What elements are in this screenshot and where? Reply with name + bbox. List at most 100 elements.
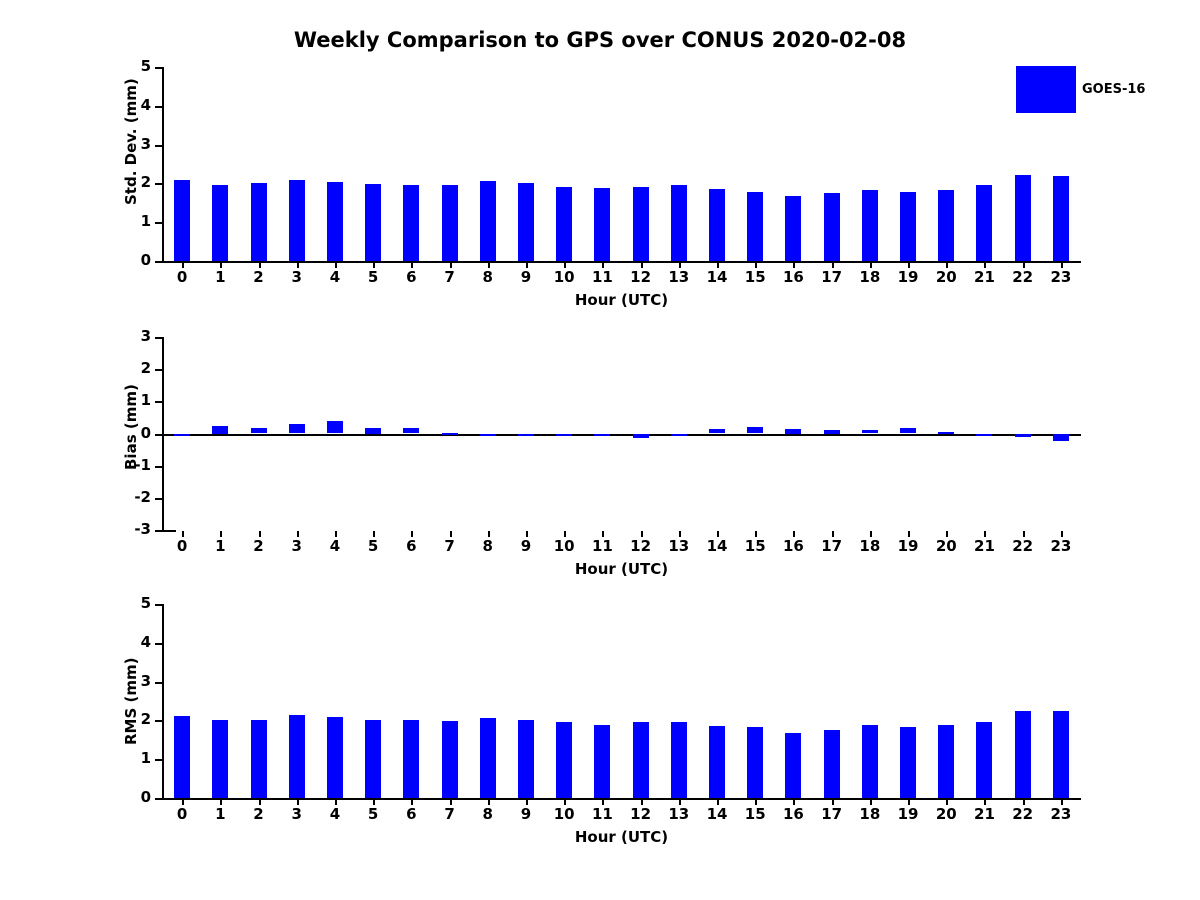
bar <box>709 726 725 798</box>
y-axis-label: Bias (mm) <box>122 384 140 470</box>
x-axis-tick <box>297 799 299 805</box>
x-axis-tick-label: 13 <box>668 268 690 286</box>
bar <box>365 720 381 798</box>
x-axis-tick <box>450 262 452 268</box>
x-axis-tick-label: 0 <box>176 268 188 286</box>
bar <box>709 429 725 433</box>
x-axis-tick <box>488 531 490 537</box>
bar <box>900 192 916 261</box>
y-axis-tick-label: 4 <box>140 632 151 651</box>
x-axis-tick-label: 17 <box>821 537 843 555</box>
x-axis-tick-label: 8 <box>482 537 493 555</box>
bar <box>785 196 801 261</box>
y-axis-label: RMS (mm) <box>122 657 140 745</box>
y-axis-tick <box>155 498 163 500</box>
y-axis-tick <box>155 401 163 403</box>
x-axis-line <box>162 261 1081 263</box>
bar <box>824 430 840 434</box>
x-axis-tick <box>679 262 681 268</box>
x-axis-tick-label: 21 <box>974 805 995 823</box>
y-axis-line <box>162 67 164 262</box>
y-axis-tick-label: 3 <box>140 671 151 690</box>
bar <box>174 716 190 798</box>
x-axis-tick <box>182 799 184 805</box>
y-axis-tick <box>155 434 163 436</box>
bar <box>1015 175 1031 261</box>
y-axis-tick <box>155 222 163 224</box>
x-axis-line <box>162 434 1081 436</box>
y-axis-tick <box>155 643 163 645</box>
bar <box>518 720 534 798</box>
x-axis-tick-label: 12 <box>630 805 652 823</box>
x-axis-tick <box>297 262 299 268</box>
x-axis-tick <box>259 262 261 268</box>
x-axis-tick <box>220 262 222 268</box>
bar <box>1053 176 1069 261</box>
x-axis-tick <box>679 799 681 805</box>
bar <box>212 185 228 261</box>
bar <box>365 428 381 434</box>
bar <box>938 190 954 261</box>
x-axis-tick <box>832 262 834 268</box>
bar <box>174 434 190 436</box>
x-axis-tick <box>946 262 948 268</box>
x-axis-tick <box>564 262 566 268</box>
x-axis-bottom-stub <box>162 530 176 532</box>
x-axis-tick <box>450 799 452 805</box>
x-axis-tick <box>526 799 528 805</box>
x-axis-tick <box>908 531 910 537</box>
x-axis-tick-label: 14 <box>706 268 728 286</box>
x-axis-tick-label: 2 <box>253 805 264 823</box>
y-axis-tick <box>155 720 163 722</box>
x-axis-tick <box>564 799 566 805</box>
bar <box>403 720 419 798</box>
bar <box>403 185 419 261</box>
bar <box>480 181 496 261</box>
x-axis-tick-label: 20 <box>935 805 957 823</box>
x-axis-tick <box>1061 799 1063 805</box>
x-axis-tick-label: 1 <box>215 268 226 286</box>
x-axis-tick-label: 7 <box>444 537 455 555</box>
x-axis-tick-label: 23 <box>1050 537 1072 555</box>
x-axis-tick <box>411 262 413 268</box>
x-axis-tick <box>411 531 413 537</box>
y-axis-tick-label: 2 <box>140 359 151 378</box>
y-axis-tick <box>155 759 163 761</box>
bar <box>327 717 343 798</box>
x-axis-label: Hour (UTC) <box>574 291 669 309</box>
x-axis-tick-label: 20 <box>935 268 957 286</box>
x-axis-tick-label: 14 <box>706 537 728 555</box>
x-axis-tick-label: 2 <box>253 268 264 286</box>
y-axis-tick-label: 3 <box>140 327 151 345</box>
x-axis-tick-label: 0 <box>176 805 188 823</box>
bar <box>747 192 763 261</box>
bar <box>785 429 801 434</box>
x-axis-tick <box>373 262 375 268</box>
bar <box>289 424 305 433</box>
x-axis-tick <box>946 531 948 537</box>
x-axis-tick <box>335 531 337 537</box>
x-axis-tick <box>220 799 222 805</box>
y-axis-label: Std. Dev. (mm) <box>122 78 140 205</box>
y-axis-tick <box>155 106 163 108</box>
y-axis-tick <box>155 798 163 800</box>
x-axis-tick <box>984 262 986 268</box>
bar <box>403 428 419 433</box>
x-axis-tick-label: 15 <box>744 537 766 555</box>
x-axis-tick-label: 9 <box>520 537 532 555</box>
x-axis-tick-label: 22 <box>1012 268 1034 286</box>
x-axis-tick-label: 4 <box>329 268 341 286</box>
bar <box>1053 711 1069 798</box>
x-axis-tick-label: 16 <box>783 537 804 555</box>
x-axis-tick <box>335 799 337 805</box>
bar <box>747 427 763 433</box>
x-axis-tick <box>1061 531 1063 537</box>
x-axis-tick <box>602 799 604 805</box>
x-axis-tick <box>984 531 986 537</box>
x-axis-tick-label: 17 <box>821 268 843 286</box>
bar <box>633 434 649 438</box>
x-axis-tick <box>488 799 490 805</box>
bar <box>824 730 840 798</box>
bar <box>442 185 458 261</box>
x-axis-tick-label: 7 <box>444 268 455 286</box>
